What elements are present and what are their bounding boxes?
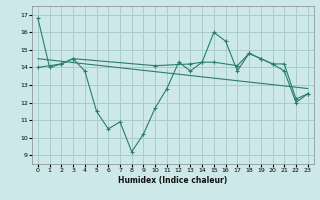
X-axis label: Humidex (Indice chaleur): Humidex (Indice chaleur) bbox=[118, 176, 228, 185]
